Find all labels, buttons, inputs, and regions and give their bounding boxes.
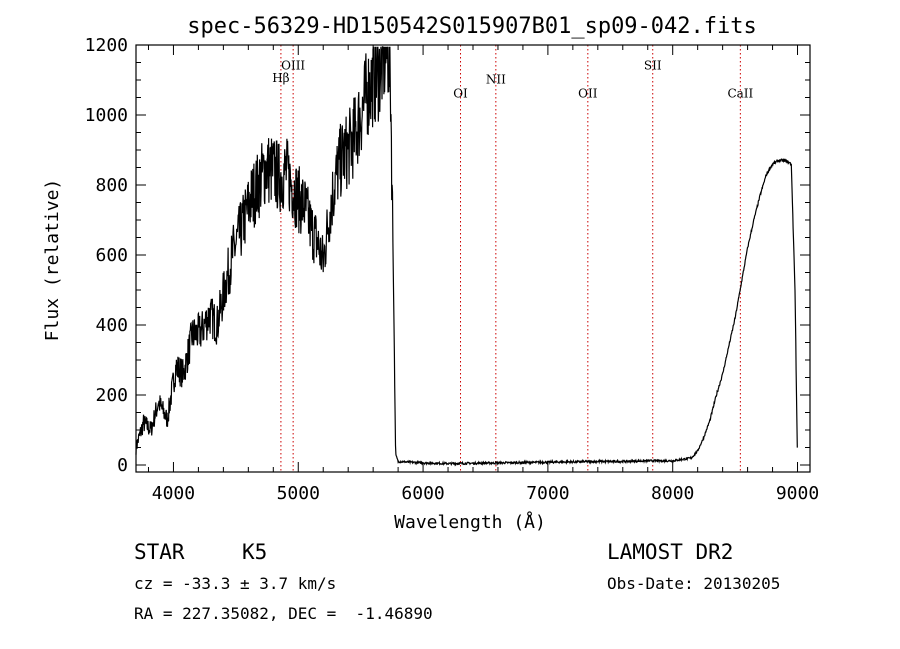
spectral-line-label: CaII [727, 87, 753, 101]
x-tick-label: 7000 [526, 483, 569, 504]
spectral-line-label: OI [453, 87, 468, 101]
spectrum-series-line [135, 46, 798, 467]
y-tick-label: 1000 [85, 105, 128, 126]
x-tick-label: 5000 [277, 483, 320, 504]
spectrum-plot: spec-56329-HD150542S015907B01_sp09-042.f… [42, 14, 820, 533]
y-tick-label: 600 [95, 245, 128, 266]
x-tick-label: 9000 [776, 483, 819, 504]
y-tick-label: 0 [117, 455, 128, 476]
axis-ticks: 4000 5000 6000 7000 8000 9000 0 200 400 600 800 100… [85, 35, 820, 504]
object-subclass: K5 [242, 540, 268, 564]
survey-name: LAMOST DR2 [607, 540, 734, 564]
x-tick-label: 4000 [152, 483, 195, 504]
spectral-line-label: OIII [281, 59, 305, 73]
redshift-velocity: cz = -33.3 ± 3.7 km/s [134, 574, 337, 593]
y-tick-label: 400 [95, 315, 128, 336]
observation-date: Obs-Date: 20130205 [607, 574, 781, 593]
spectral-line-label: SII [644, 59, 662, 73]
y-axis-label: Flux (relative) [42, 179, 63, 342]
spectral-line-label: Hβ [272, 71, 289, 85]
y-tick-label: 1200 [85, 35, 128, 56]
x-tick-label: 8000 [651, 483, 694, 504]
coordinates: RA = 227.35082, DEC = -1.46890 [134, 604, 433, 623]
spectral-line-label: OII [578, 87, 598, 101]
spectral-line-label: NII [486, 73, 506, 87]
x-tick-label: 6000 [401, 483, 444, 504]
plot-frame [135, 44, 811, 473]
x-axis-label: Wavelength (Å) [394, 511, 546, 533]
y-tick-label: 200 [95, 385, 128, 406]
object-class: STAR [134, 540, 185, 564]
y-tick-label: 800 [95, 175, 128, 196]
chart-title: spec-56329-HD150542S015907B01_sp09-042.f… [187, 14, 757, 39]
